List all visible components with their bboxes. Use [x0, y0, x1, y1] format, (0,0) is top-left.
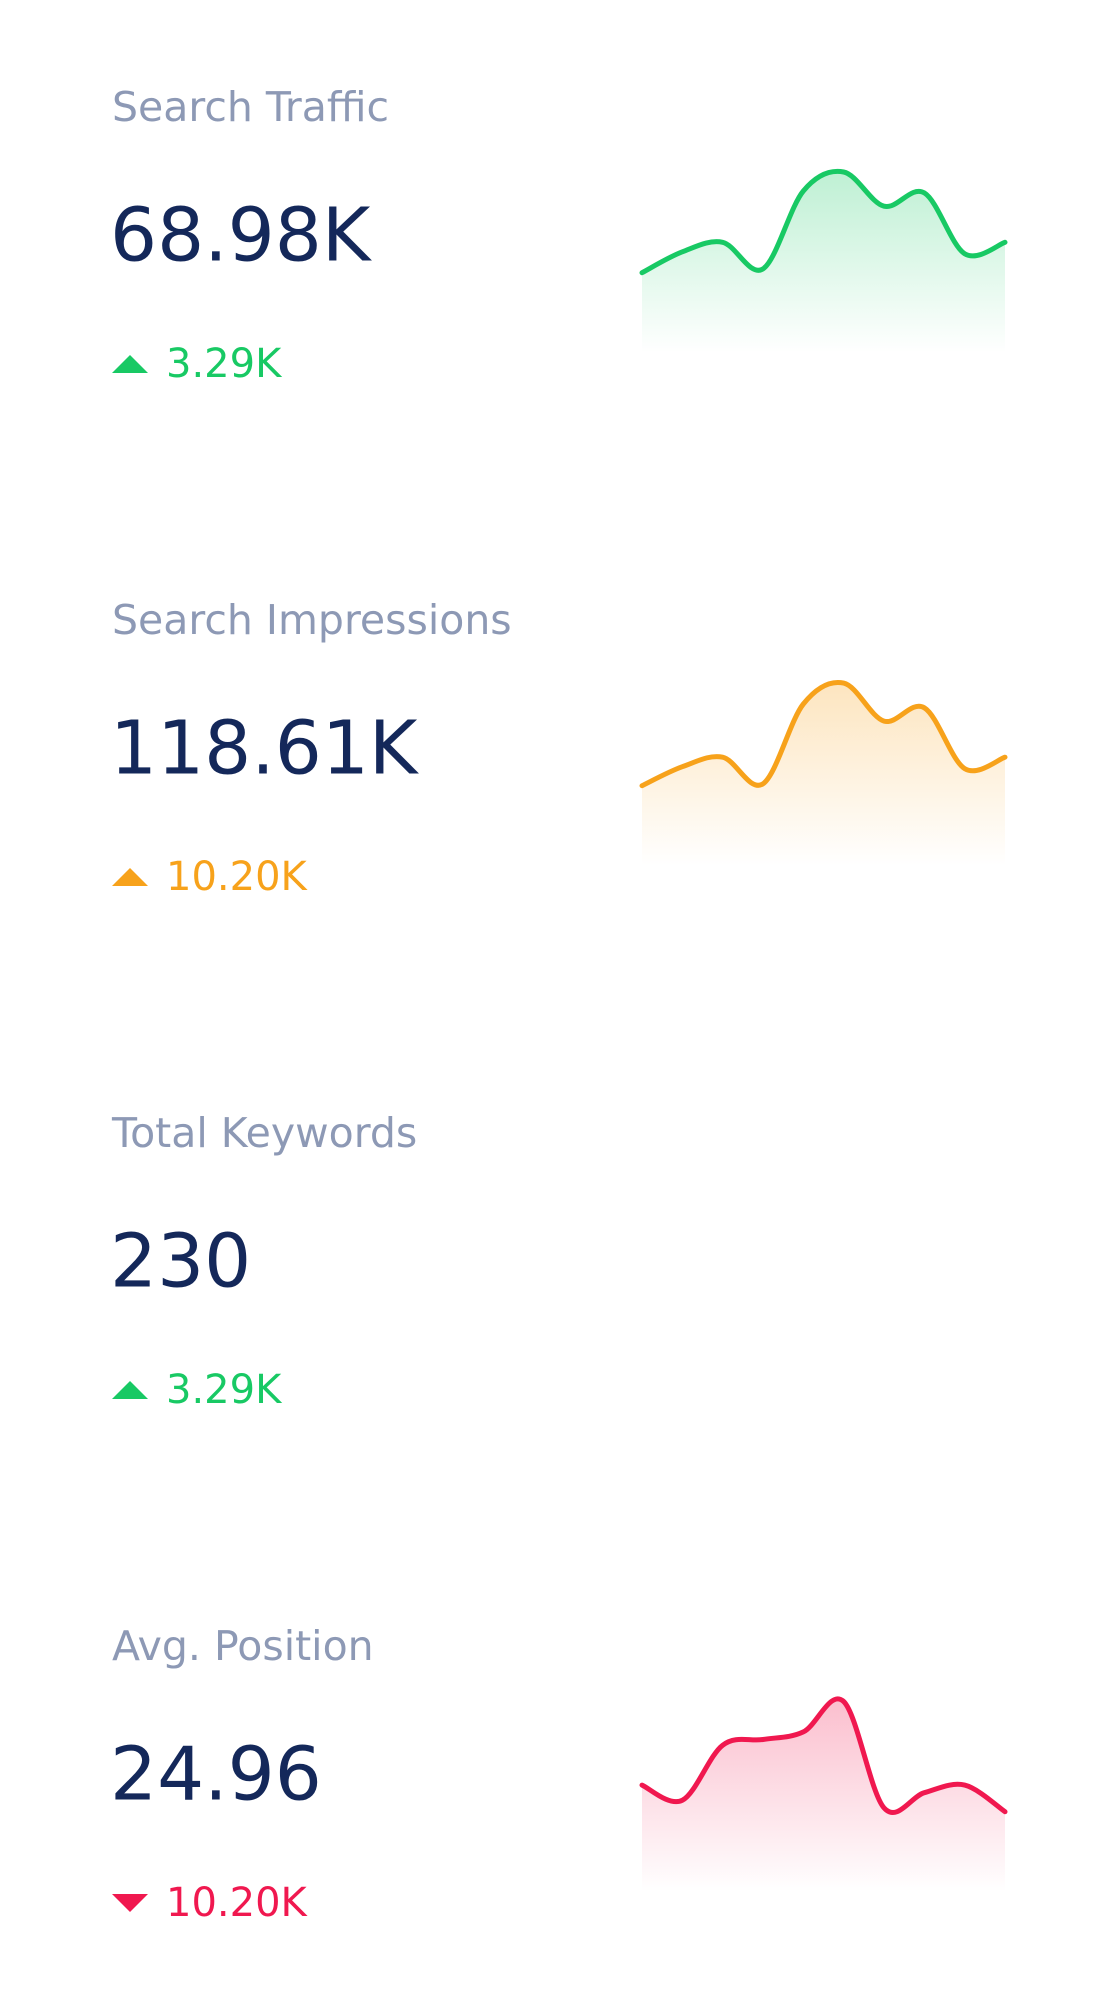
kpi-delta: 10.20K [166, 854, 309, 900]
delta-arrow [112, 868, 148, 886]
delta-arrow [112, 355, 148, 373]
delta-arrow [112, 1381, 148, 1399]
sparkline [639, 679, 1008, 789]
kpi-label: Avg. Position [112, 1622, 374, 1670]
sparkline-area [642, 1698, 1005, 1892]
kpi-card: Search Impressions 118.61K 10.20K [110, 596, 1008, 900]
kpi-delta: 3.29K [166, 341, 283, 387]
kpi-value: 68.98K [110, 193, 373, 279]
sparkline-area [642, 682, 1005, 866]
kpi-label: Total Keywords [111, 1109, 417, 1157]
sparkline [639, 1696, 1008, 1815]
kpi-value: 230 [110, 1219, 251, 1305]
kpi-delta: 10.20K [166, 1880, 309, 1926]
sparkline [639, 168, 1008, 276]
sparkline-area [642, 171, 1005, 353]
delta-arrow [112, 1894, 148, 1912]
kpi-card: Total Keywords 230 3.29K [110, 1109, 417, 1413]
kpi-card: Avg. Position 24.96 10.20K [110, 1622, 1008, 1926]
kpi-label: Search Traffic [112, 83, 389, 131]
kpi-value: 24.96 [110, 1732, 322, 1818]
kpi-delta: 3.29K [166, 1367, 283, 1413]
kpi-label: Search Impressions [112, 596, 512, 644]
kpi-value: 118.61K [110, 706, 420, 792]
kpi-card: Search Traffic 68.98K 3.29K [110, 83, 1008, 387]
